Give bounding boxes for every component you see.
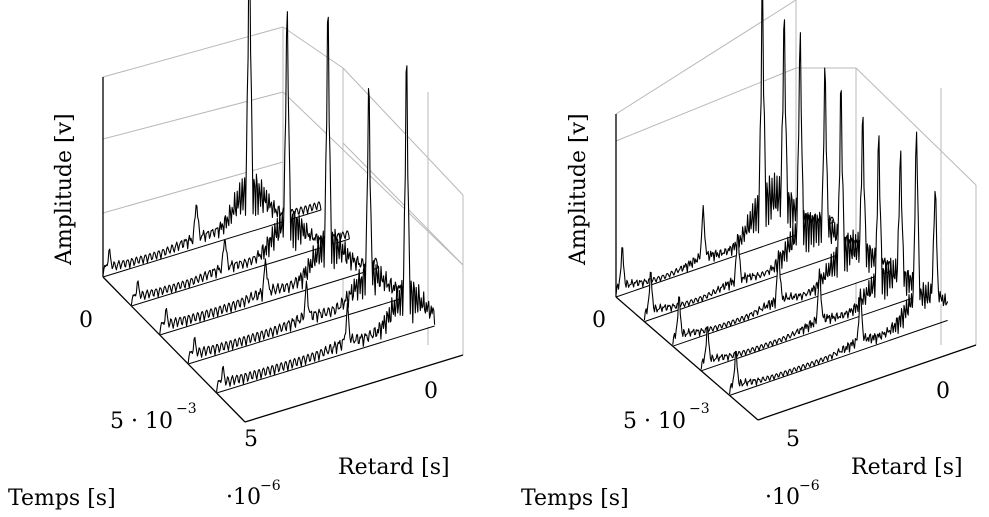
- left-y-axis: [102, 276, 246, 423]
- right-y-tick-1-exp: −3: [689, 401, 710, 417]
- right-traces: [615, 0, 949, 396]
- series-trace: [187, 88, 407, 364]
- series-trace: [729, 131, 949, 395]
- left-grid-line: [282, 26, 344, 69]
- right-axes: [615, 114, 977, 421]
- right-panel: Amplitude [v] 0 5 · 10 −3 0 5 Retard [s]…: [521, 0, 977, 511]
- series-trace: [643, 32, 863, 321]
- left-y-tick-0: 0: [79, 308, 93, 333]
- right-grid-line: [615, 67, 797, 142]
- left-x-scale-exp: −6: [260, 478, 281, 494]
- left-x-axis: [244, 354, 464, 423]
- left-grid-line: [342, 142, 464, 266]
- left-grid-line: [102, 91, 284, 140]
- right-x-tick-1: 5: [786, 427, 800, 452]
- right-y-label: Temps [s]: [521, 486, 629, 511]
- right-y-tick-0: 0: [592, 308, 606, 333]
- series-baseline: [701, 295, 920, 372]
- series-trace: [700, 135, 920, 370]
- right-x-scale: ·10: [765, 485, 800, 510]
- right-x-scale-exp: −6: [799, 478, 820, 494]
- left-y-tick-1: 5 · 10: [110, 409, 173, 434]
- left-x-scale: ·10: [226, 485, 261, 510]
- series-baseline: [159, 267, 378, 336]
- left-grid-line: [282, 91, 464, 266]
- right-x-tick-0: 0: [936, 379, 950, 404]
- right-grid-line: [615, 0, 797, 115]
- right-x-axis: [757, 344, 977, 421]
- series-baseline: [216, 325, 435, 394]
- series-baseline: [672, 270, 891, 347]
- series-baseline: [644, 246, 863, 323]
- series-trace: [130, 11, 350, 306]
- left-axes: [102, 77, 464, 423]
- series-trace: [216, 65, 436, 393]
- series-baseline: [188, 296, 407, 365]
- left-traces: [102, 0, 436, 394]
- left-y-tick-1-exp: −3: [176, 401, 197, 417]
- series-baseline: [729, 319, 948, 396]
- right-x-label: Retard [s]: [851, 455, 963, 480]
- left-z-label: Amplitude [v]: [52, 113, 77, 266]
- left-grid-line: [342, 67, 464, 196]
- left-x-label: Retard [s]: [338, 455, 450, 480]
- left-panel: Amplitude [v] 0 5 · 10 −3 0 5 Retard [s]…: [8, 0, 464, 511]
- left-x-tick-0: 0: [424, 379, 438, 404]
- left-x-tick-1: 5: [244, 427, 258, 452]
- right-grid-line: [855, 67, 977, 186]
- series-trace: [159, 16, 379, 335]
- right-z-label: Amplitude [v]: [566, 113, 591, 266]
- left-grid-line: [102, 26, 284, 78]
- series-trace: [672, 90, 892, 345]
- right-y-tick-1: 5 · 10: [623, 409, 686, 434]
- left-grid: [102, 26, 464, 355]
- right-y-axis: [615, 296, 759, 421]
- left-y-label: Temps [s]: [8, 486, 116, 511]
